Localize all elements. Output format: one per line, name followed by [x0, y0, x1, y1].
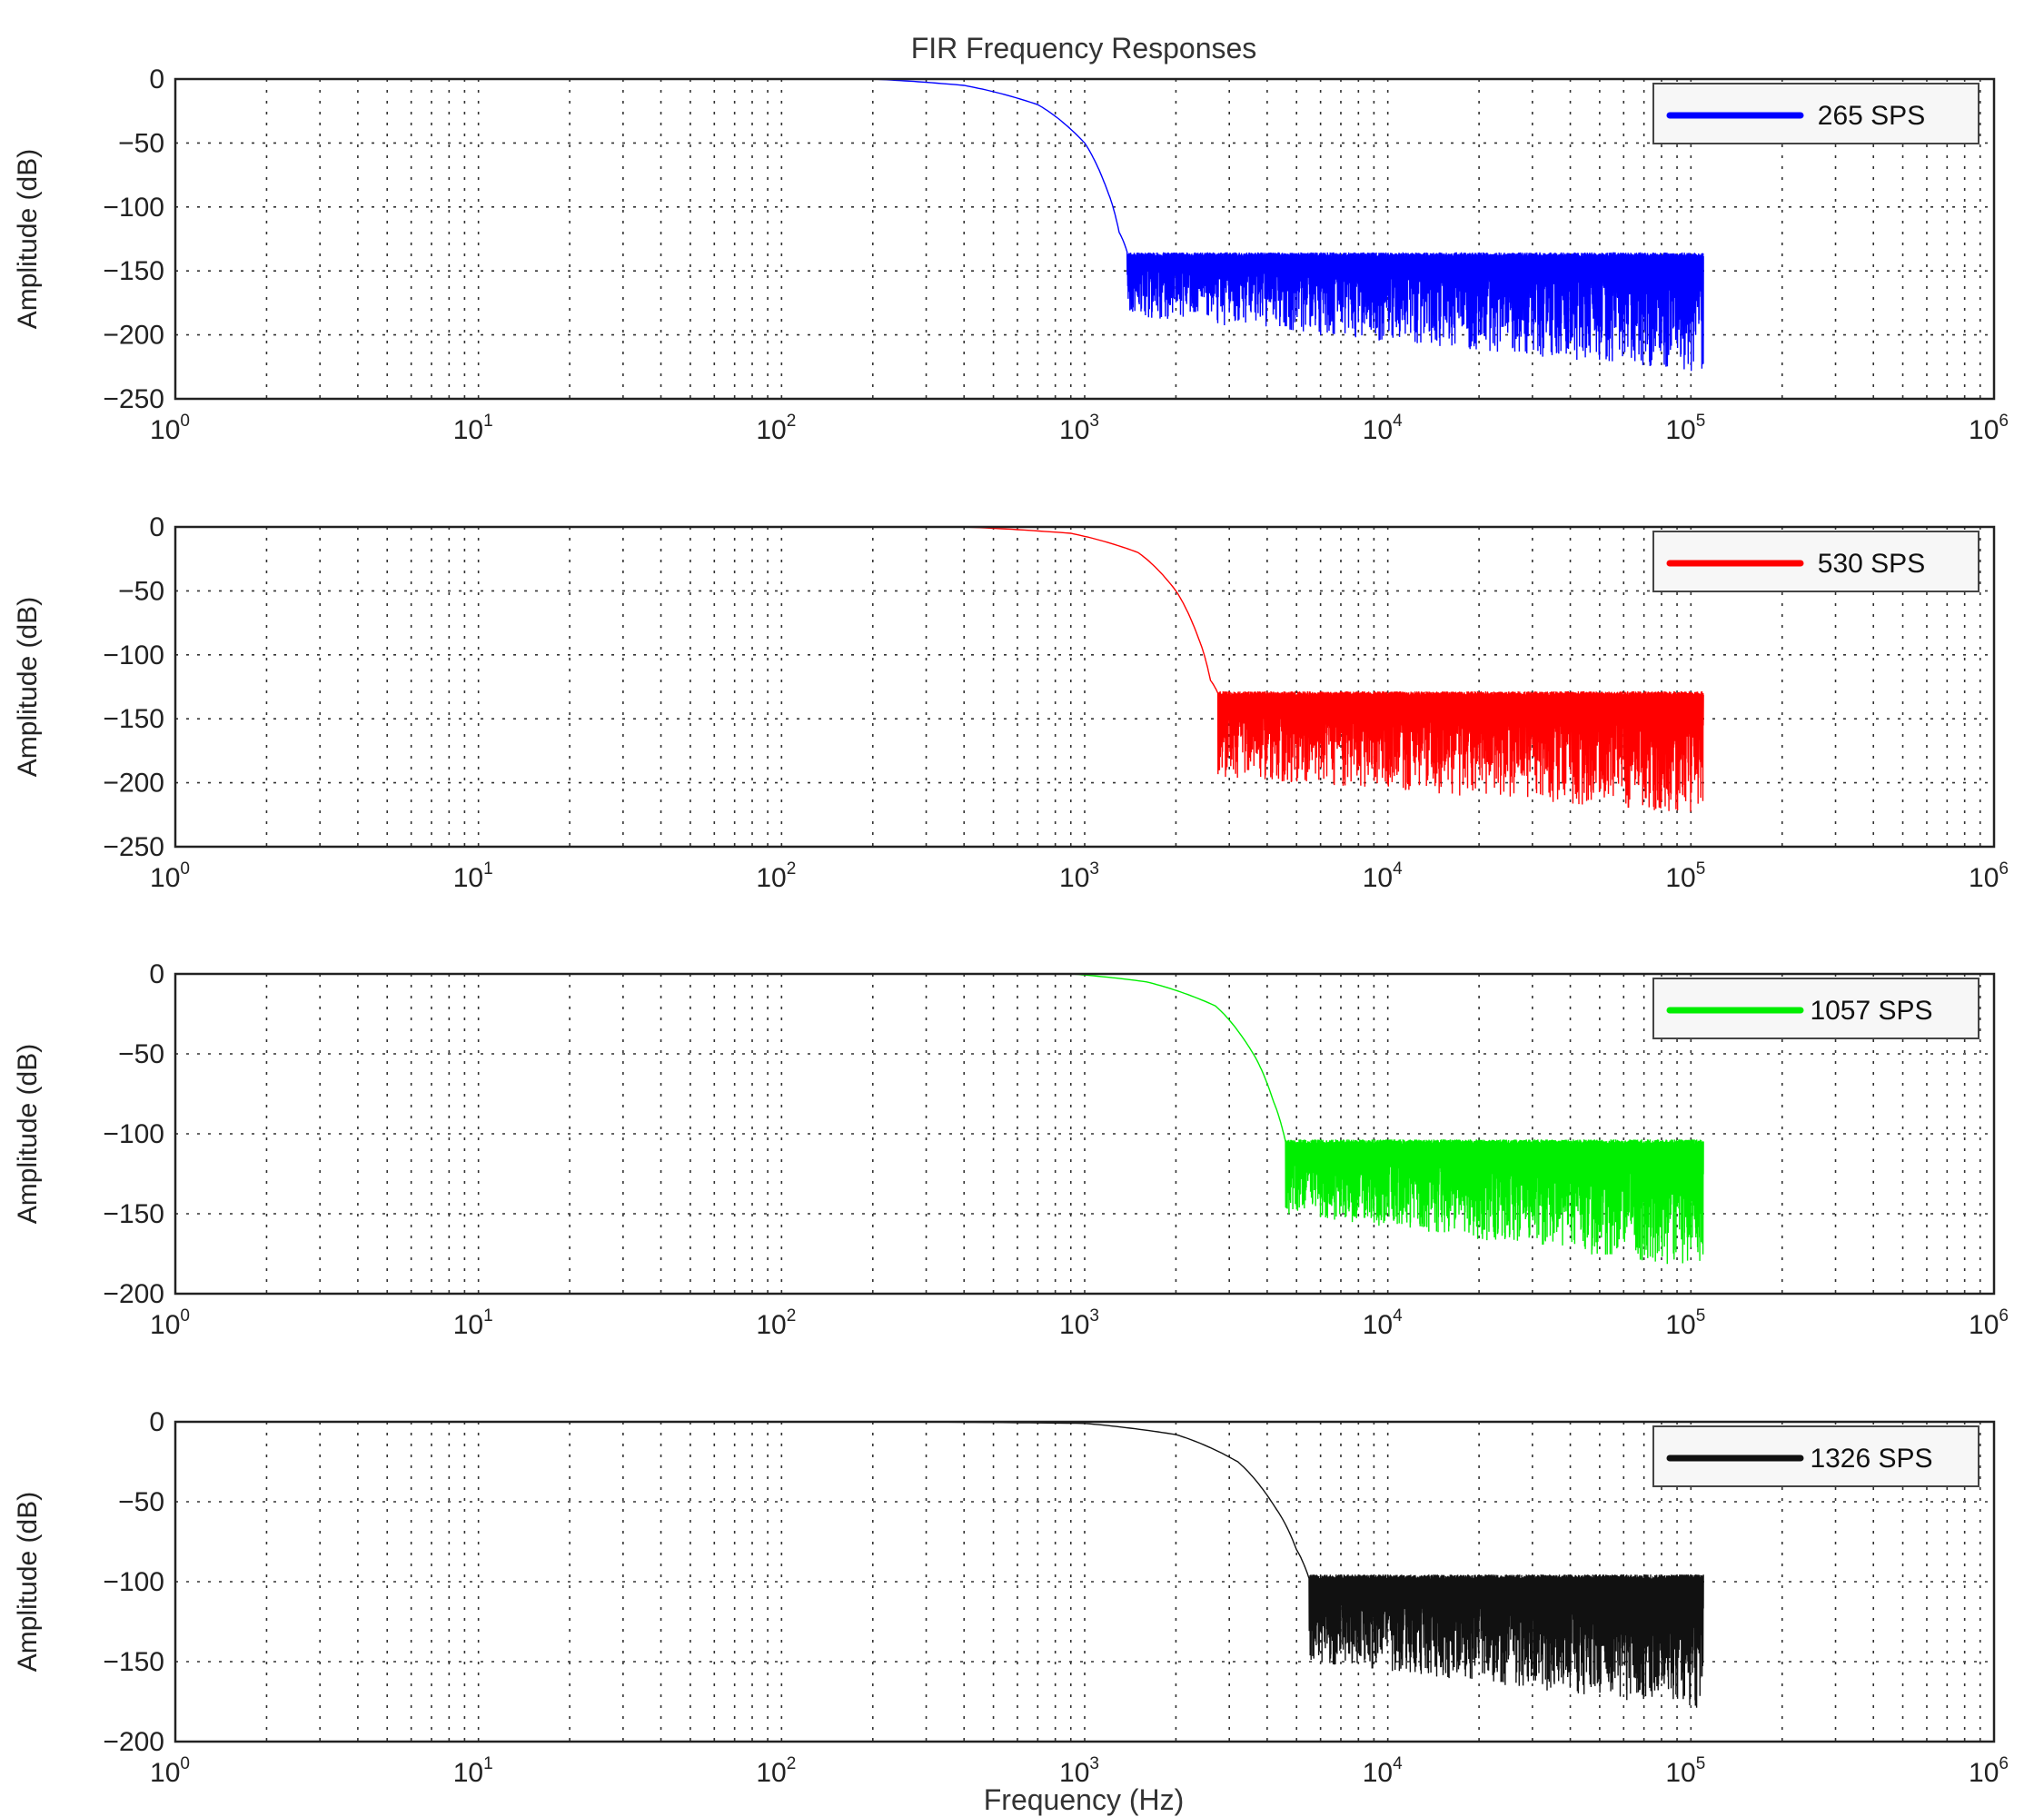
- x-tick-label: 103: [1059, 859, 1099, 893]
- axes-frame: [174, 525, 1996, 849]
- x-tick-label: 106: [1969, 859, 2009, 893]
- legend-label: 265 SPS: [1818, 101, 1925, 131]
- y-tick-label: −200: [103, 1279, 164, 1309]
- y-axis-label: Amplitude (dB): [13, 1044, 43, 1224]
- series-line-1326-sps: [902, 1421, 1704, 1708]
- x-tick-label: 103: [1059, 1306, 1099, 1340]
- series-line-1057-sps: [320, 973, 1704, 1265]
- x-tick-label: 101: [453, 1306, 493, 1340]
- y-axis-label: Amplitude (dB): [13, 149, 43, 329]
- legend: 530 SPS: [1652, 531, 1980, 592]
- legend-label: 1057 SPS: [1810, 996, 1932, 1026]
- y-tick-label: 0: [149, 959, 164, 989]
- y-axis-label: Amplitude (dB): [13, 597, 43, 777]
- y-tick-label: −150: [103, 1199, 164, 1229]
- x-tick-label: 102: [756, 412, 796, 445]
- y-tick-label: −250: [103, 832, 164, 862]
- x-axis-label: Frequency (Hz): [984, 1783, 1185, 1816]
- y-axis-label: Amplitude (dB): [13, 1492, 43, 1672]
- y-tick-label: −100: [103, 193, 164, 223]
- x-tick-label: 100: [150, 412, 190, 445]
- legend-label: 1326 SPS: [1810, 1444, 1932, 1474]
- y-tick-label: −250: [103, 384, 164, 414]
- legend: 1326 SPS: [1652, 1425, 1980, 1487]
- x-tick-label: 101: [453, 859, 493, 893]
- x-tick-label: 104: [1363, 859, 1403, 893]
- x-tick-label: 101: [453, 412, 493, 445]
- series-line-265-sps: [320, 78, 1704, 372]
- y-tick-label: −50: [118, 1487, 164, 1517]
- x-tick-label: 105: [1665, 1306, 1705, 1340]
- y-tick-label: −100: [103, 640, 164, 670]
- x-tick-label: 105: [1665, 859, 1705, 893]
- y-tick-label: −200: [103, 1727, 164, 1757]
- x-tick-label: 100: [150, 859, 190, 893]
- y-tick-label: −200: [103, 321, 164, 351]
- legend: 1057 SPS: [1652, 978, 1980, 1039]
- x-tick-label: 102: [756, 859, 796, 893]
- x-tick-label: 104: [1363, 1754, 1403, 1788]
- axes-frame: [174, 972, 1996, 1296]
- x-tick-label: 102: [756, 1754, 796, 1788]
- x-tick-label: 106: [1969, 1306, 2009, 1340]
- axes-frame: [174, 77, 1996, 401]
- y-tick-label: −100: [103, 1567, 164, 1597]
- x-tick-label: 102: [756, 1306, 796, 1340]
- y-tick-label: 0: [149, 65, 164, 94]
- y-tick-label: 0: [149, 512, 164, 542]
- y-tick-label: −100: [103, 1119, 164, 1149]
- x-tick-label: 106: [1969, 412, 2009, 445]
- x-tick-label: 105: [1665, 412, 1705, 445]
- axes-frame: [174, 1420, 1996, 1743]
- x-tick-label: 104: [1363, 412, 1403, 445]
- x-tick-label: 100: [150, 1754, 190, 1788]
- x-tick-label: 103: [1059, 1754, 1099, 1788]
- chart-title: FIR Frequency Responses: [911, 32, 1257, 65]
- x-tick-label: 105: [1665, 1754, 1705, 1788]
- x-tick-label: 101: [453, 1754, 493, 1788]
- x-tick-label: 100: [150, 1306, 190, 1340]
- legend-label: 530 SPS: [1818, 549, 1925, 579]
- x-tick-label: 106: [1969, 1754, 2009, 1788]
- series-line-530-sps: [320, 526, 1704, 812]
- y-tick-label: 0: [149, 1407, 164, 1437]
- x-tick-label: 104: [1363, 1306, 1403, 1340]
- y-tick-label: −50: [118, 1039, 164, 1069]
- y-tick-label: −150: [103, 256, 164, 286]
- legend: 265 SPS: [1652, 83, 1980, 144]
- y-tick-label: −150: [103, 704, 164, 734]
- x-tick-label: 103: [1059, 412, 1099, 445]
- y-tick-label: −150: [103, 1647, 164, 1677]
- y-tick-label: −200: [103, 769, 164, 799]
- y-tick-label: −50: [118, 576, 164, 606]
- y-tick-label: −50: [118, 128, 164, 158]
